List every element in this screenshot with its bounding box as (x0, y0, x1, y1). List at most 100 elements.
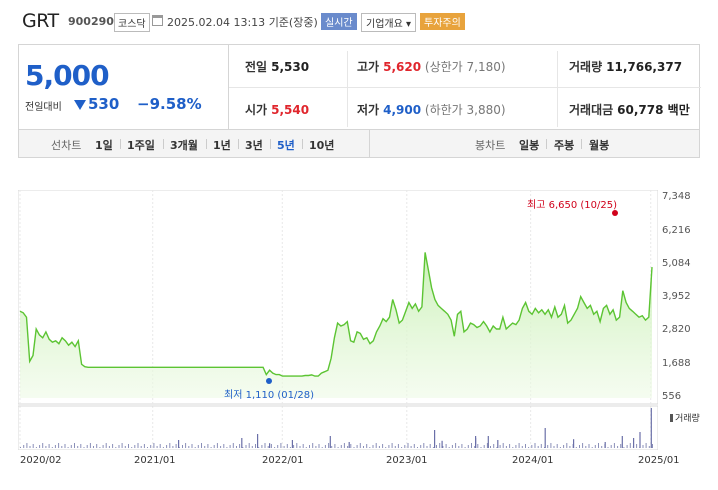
volume-bar (102, 445, 104, 448)
volume-bar (150, 445, 152, 448)
volume-bar (645, 443, 647, 448)
volume-bar (382, 444, 384, 448)
volume-bar (417, 447, 418, 448)
separator (546, 139, 547, 149)
volume-bar (442, 446, 444, 448)
volume-bar (537, 446, 539, 448)
period-3y[interactable]: 3년 (245, 139, 263, 152)
candle-daily[interactable]: 일봉 (519, 139, 540, 152)
volume-bar (267, 446, 269, 448)
prev-close-value: 5,530 (271, 60, 310, 74)
volume-bar (455, 443, 457, 448)
divider (557, 51, 558, 127)
volume-bar (128, 444, 129, 448)
volume-bar (353, 447, 355, 448)
volume-bar (236, 446, 237, 448)
volume-bar (566, 443, 568, 448)
volume-bars (20, 408, 653, 448)
period-1y[interactable]: 1년 (213, 139, 231, 152)
volume-bar (299, 446, 301, 448)
volume-bar (509, 444, 511, 448)
volume-bar (251, 446, 253, 448)
volume-bar (410, 446, 412, 448)
stock-name: GRT (22, 10, 59, 32)
volume-bar (623, 447, 625, 448)
volume-value: 11,766,377 (606, 60, 683, 74)
volume-bar (241, 438, 243, 448)
volume-bar (633, 438, 635, 448)
volume-bar (51, 447, 53, 448)
volume-frame (18, 405, 658, 450)
volume-bar (99, 447, 101, 448)
volume-bar (525, 444, 526, 448)
volume-bar (372, 445, 374, 448)
volume-bar (207, 444, 209, 448)
volume-bar (363, 446, 364, 448)
low-value: 4,900 (383, 103, 422, 117)
volume-bar (610, 445, 612, 448)
volume-bar (556, 444, 558, 448)
volume-bar (496, 447, 498, 448)
volume-bar (375, 443, 377, 448)
volume-bar (397, 444, 399, 448)
volume-bar (188, 446, 190, 448)
volume-bar (264, 443, 266, 448)
volume-bar (343, 443, 345, 448)
volume-bar (220, 446, 222, 448)
volume-bar (426, 446, 428, 448)
volume-bar (471, 443, 472, 448)
down-triangle-icon (74, 100, 86, 110)
volume-bar (115, 447, 117, 448)
period-1w[interactable]: 1주일 (127, 139, 155, 152)
volume-bar (413, 444, 415, 448)
volume-bar (45, 446, 47, 448)
period-3m[interactable]: 3개월 (170, 139, 198, 152)
period-1d[interactable]: 1일 (95, 139, 113, 152)
candle-weekly[interactable]: 주봉 (554, 139, 575, 152)
volume-bar (591, 447, 593, 448)
divider (369, 130, 370, 157)
volume-bar (204, 446, 206, 448)
volume-bar (23, 445, 25, 448)
volume-bar (29, 446, 31, 448)
realtime-button[interactable]: 실시간 (321, 13, 357, 30)
volume-bar (108, 446, 110, 448)
plot-frame (18, 190, 658, 405)
volume-bar (617, 446, 619, 448)
price-line (19, 252, 653, 377)
volume-bar (340, 445, 342, 448)
x-tick-label: 2020/02 (20, 455, 62, 466)
volume-bar (329, 436, 331, 448)
volume-bar (585, 446, 587, 448)
candle-monthly[interactable]: 월봉 (589, 139, 610, 152)
volume-bar (309, 445, 310, 448)
open-price: 시가 5,540 (245, 101, 309, 118)
volume-bar (178, 440, 180, 448)
volume-bar (594, 445, 596, 448)
volume-bar (324, 445, 326, 448)
period-5y[interactable]: 5년 (277, 139, 295, 152)
volume-bar (175, 444, 177, 448)
separator (163, 139, 164, 149)
volume-bar (521, 446, 523, 448)
quote-basis: 기준(장중) (268, 16, 318, 29)
open-label: 시가 (245, 103, 268, 117)
volume-bar (607, 447, 609, 448)
high-label: 고가 (357, 60, 380, 74)
volume-bar (83, 447, 85, 448)
volume-bar (464, 447, 466, 448)
volume-bar (439, 443, 441, 448)
period-10y[interactable]: 10년 (309, 139, 335, 152)
market-badge: 코스닥 (114, 13, 150, 32)
volume-bar (334, 444, 336, 448)
volume-bar (312, 443, 314, 448)
volume-bar (61, 446, 63, 448)
volume-bar (553, 446, 555, 448)
company-overview-dropdown[interactable]: 기업개요 ▾ (361, 13, 416, 32)
volume-bar (67, 447, 69, 448)
volume-bar (652, 444, 653, 448)
y-tick-label: 556 (662, 391, 682, 402)
volume-bar (32, 444, 34, 448)
volume-bar (639, 432, 641, 448)
period-bar: 선차트 1일 1주일 3개월 1년 3년 5년 10년 봉차트 일봉 주봉 월봉 (18, 130, 700, 158)
